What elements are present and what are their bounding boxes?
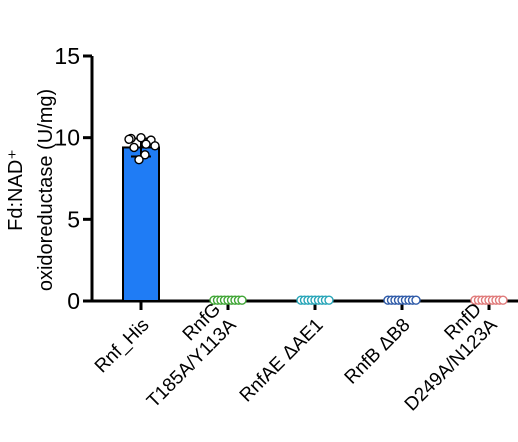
bars (122, 146, 507, 302)
data-points (124, 132, 508, 305)
data-point (136, 132, 146, 143)
category-label-line: RnfB ΔB8 (341, 315, 415, 389)
category-label: RnfGT185A/Y113A (127, 299, 240, 412)
data-point (411, 295, 421, 305)
y-tick-label: 10 (54, 125, 80, 151)
category-label: RnfB ΔB8 (341, 315, 415, 389)
data-point (134, 155, 144, 165)
category-label-line: Rnf_His (91, 315, 154, 378)
data-point (237, 295, 247, 305)
bar (122, 146, 160, 302)
y-axis: 0 5 10 15 (54, 43, 94, 314)
data-point (124, 134, 134, 145)
y-tick-label: 5 (67, 206, 80, 232)
data-point (498, 295, 508, 305)
y-axis-title-line2: oxidoreductase (U/mg) (35, 89, 57, 291)
category-label: RnfDD249A/N123A (385, 299, 502, 416)
data-point (150, 141, 160, 151)
category-label: Rnf_His (91, 315, 154, 378)
y-tick-label: 15 (54, 43, 80, 69)
data-point (129, 142, 139, 153)
data-point (140, 150, 150, 160)
data-point (141, 139, 151, 149)
category-label-line: RnfAE ΔAE1 (236, 315, 328, 407)
y-tick-label: 0 (67, 288, 80, 314)
y-axis-title-line1: Fd:NAD⁺ (5, 149, 27, 231)
category-label: RnfAE ΔAE1 (236, 315, 328, 407)
y-axis-title: Fd:NAD⁺ oxidoreductase (U/mg) (5, 89, 57, 291)
data-point (324, 295, 334, 305)
